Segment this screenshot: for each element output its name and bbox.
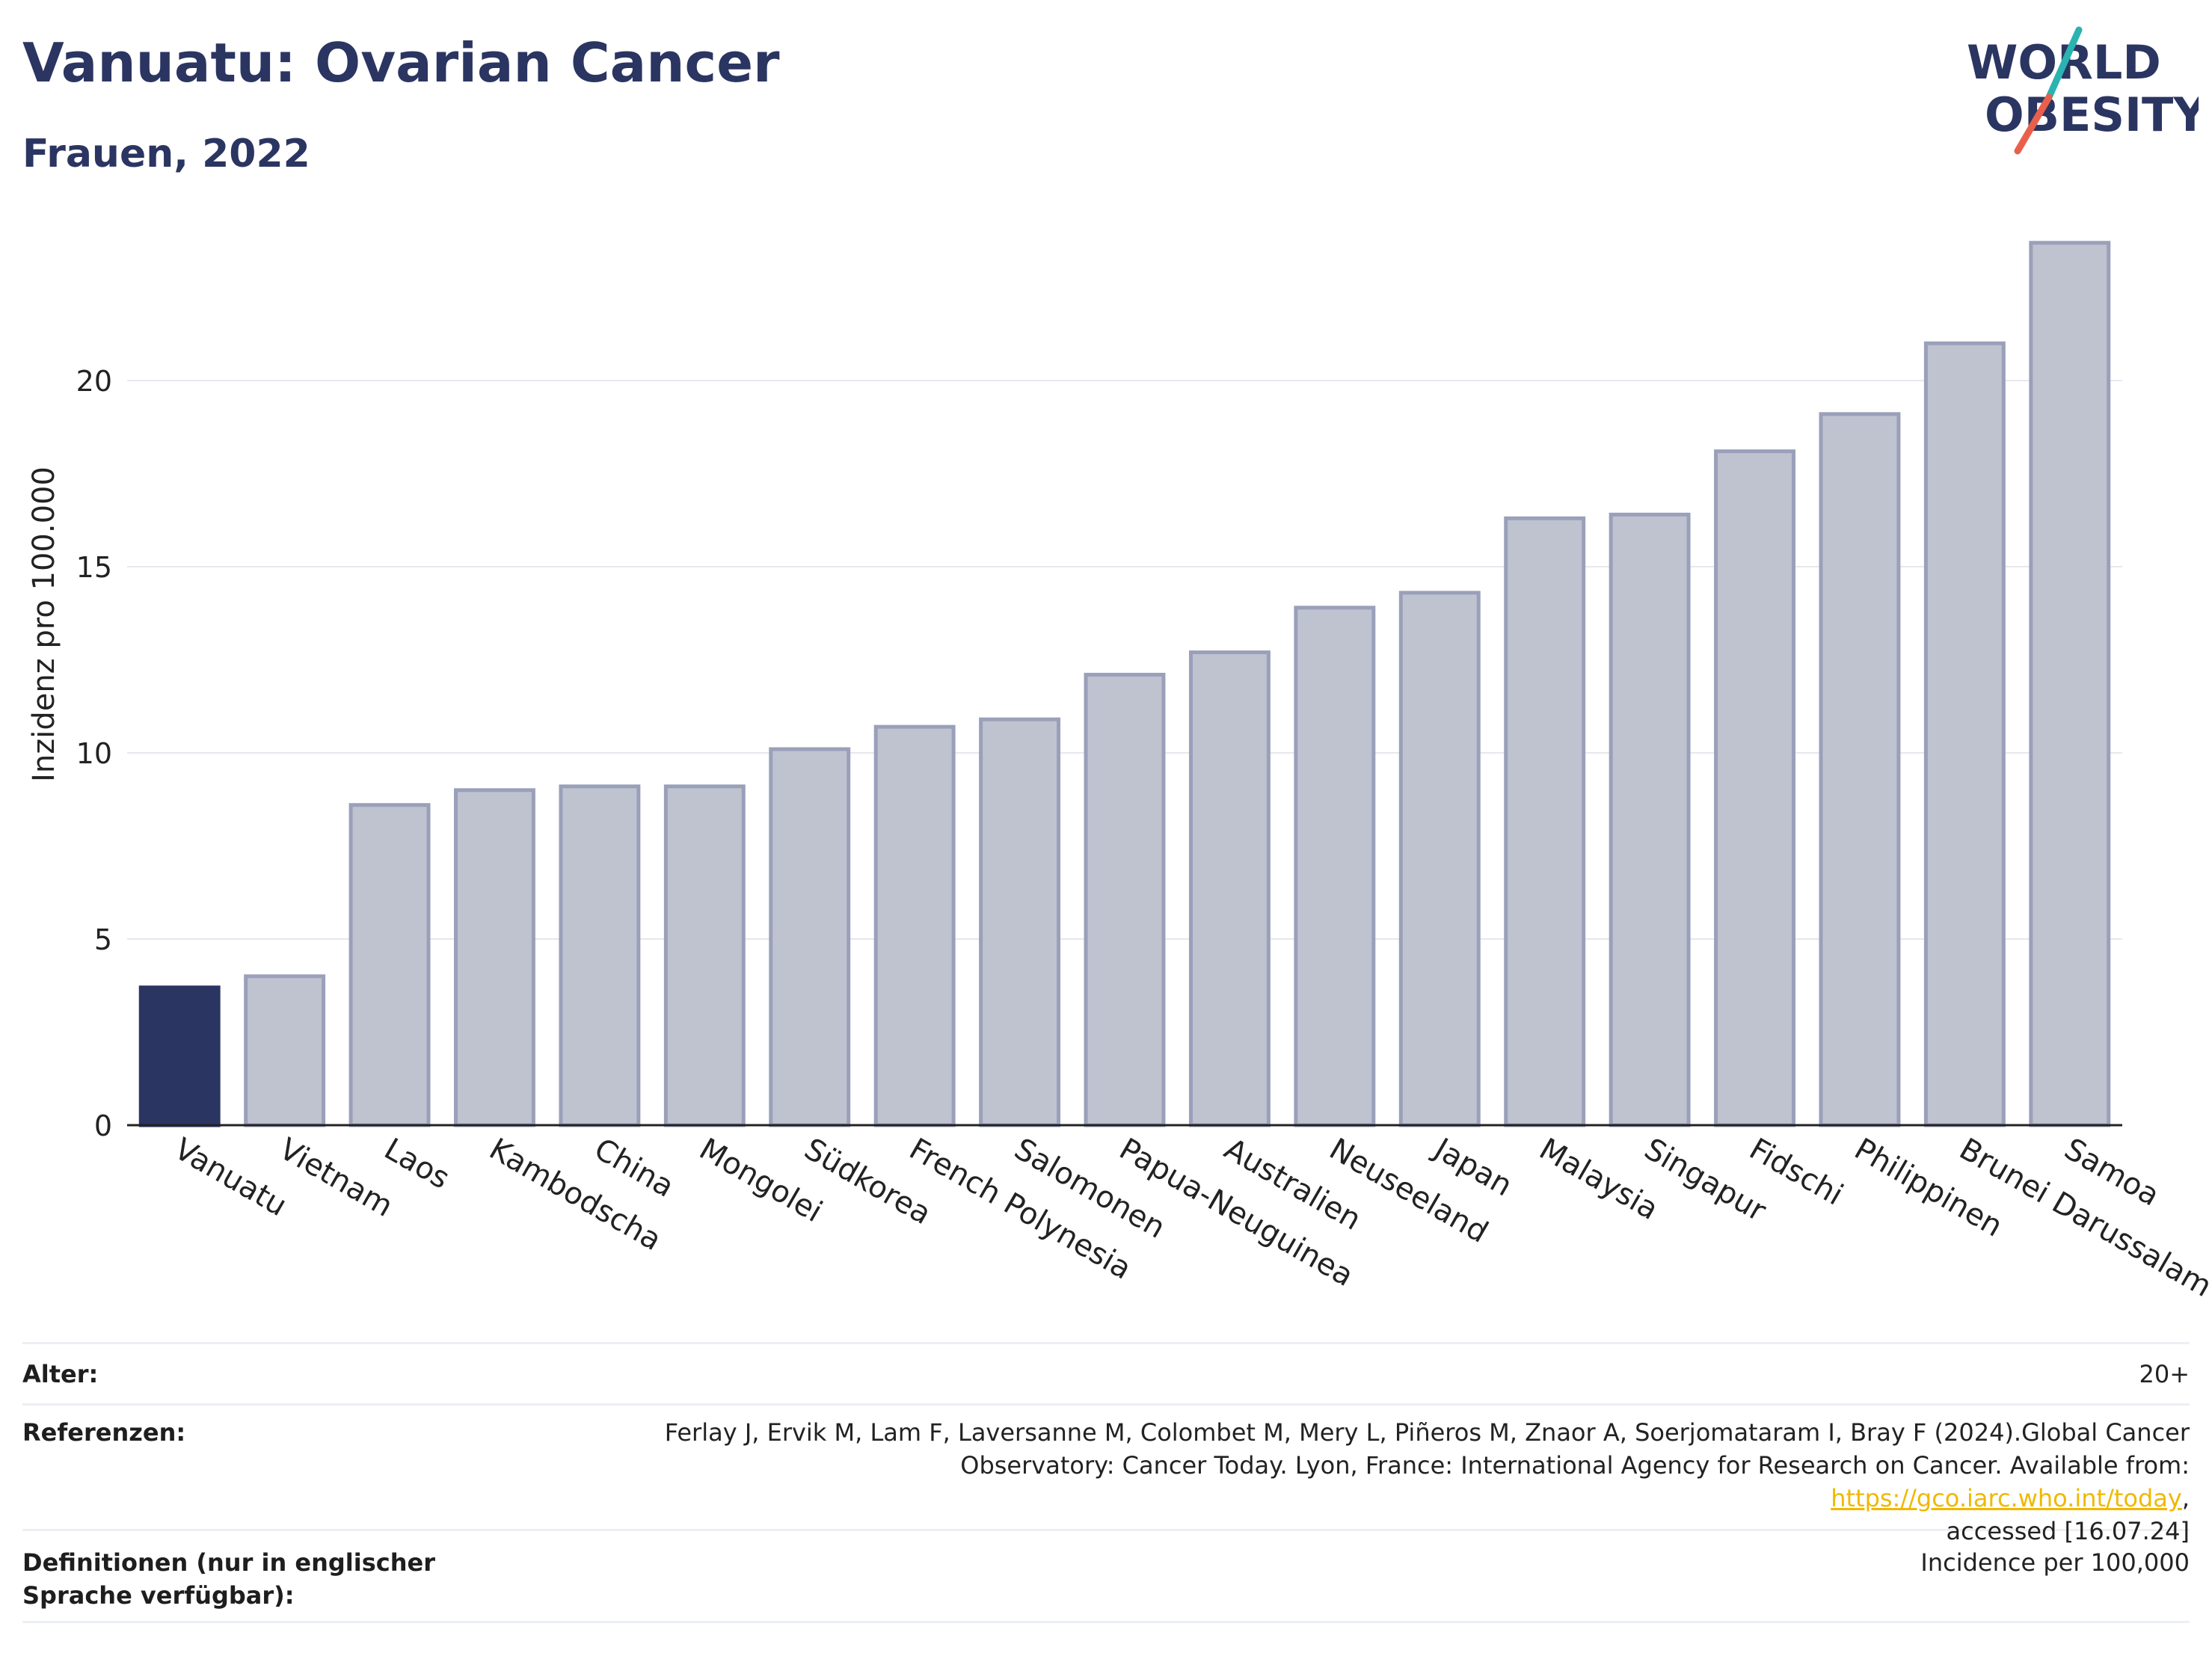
bar-mongolei <box>663 784 746 1127</box>
x-tick-label: Vietnam <box>274 1132 399 1224</box>
bar-japan <box>1398 591 1481 1127</box>
references-label: Referenzen: <box>22 1418 186 1447</box>
bars <box>138 241 2111 1127</box>
bar-papua-neuguinea <box>1084 672 1166 1127</box>
bar-china <box>559 784 641 1127</box>
y-tick-label: 10 <box>76 737 112 770</box>
bar-kambodscha <box>454 788 535 1127</box>
y-tick-label: 5 <box>94 923 112 956</box>
bar-philippinen <box>1819 412 1901 1127</box>
y-tick-label: 20 <box>76 365 112 398</box>
reference-line-2-text: Observatory: Cancer Today. Lyon, France:… <box>960 1451 2190 1480</box>
y-tick-label: 15 <box>76 551 112 584</box>
bar-südkorea <box>769 747 851 1127</box>
logo-word-obesity: OBESITY <box>1985 87 2199 142</box>
metadata-table: Alter: 20+ Referenzen: Ferlay J, Ervik M… <box>22 1342 2190 1623</box>
chart-title: Vanuatu: Ovarian Cancer <box>22 31 780 94</box>
bar-french-polynesia <box>873 724 956 1127</box>
references-value: Ferlay J, Ervik M, Lam F, Laversanne M, … <box>619 1416 2190 1545</box>
definitions-value: Incidence per 100,000 <box>1920 1548 2190 1577</box>
meta-row-age: Alter: 20+ <box>22 1342 2190 1403</box>
bar-singapur <box>1609 512 1691 1127</box>
bar-salomonen <box>979 717 1061 1127</box>
age-value: 20+ <box>2139 1360 2190 1388</box>
y-axis-label: Inzidenz pro 100.000 <box>27 467 61 782</box>
bar-australien <box>1188 650 1271 1127</box>
reference-line-2: Observatory: Cancer Today. Lyon, France:… <box>619 1449 2190 1515</box>
bar-laos <box>348 803 431 1127</box>
bar-vietnam <box>244 974 326 1127</box>
y-tick-labels: 0 5 10 15 20 <box>76 365 112 1142</box>
bar-brunei-darussalam <box>1923 341 2006 1127</box>
y-tick-label: 0 <box>94 1109 112 1142</box>
chart-subtitle: Frauen, 2022 <box>22 132 310 176</box>
bar-fidschi <box>1714 449 1795 1127</box>
age-label: Alter: <box>22 1360 99 1388</box>
reference-link[interactable]: https://gco.iarc.who.int/today <box>1831 1484 2182 1512</box>
logo-slash-teal <box>2045 26 2083 101</box>
meta-row-references: Referenzen: Ferlay J, Ervik M, Lam F, La… <box>22 1403 2190 1545</box>
bar-samoa <box>2029 241 2111 1127</box>
logo-slash-coral <box>2014 93 2053 155</box>
definitions-label: Definitionen (nur in englischer Sprache … <box>22 1548 435 1610</box>
bar-neuseeland <box>1294 606 1376 1127</box>
reference-line-3: accessed [16.07.24] <box>1946 1517 2190 1545</box>
x-tick-label: Laos <box>378 1132 455 1196</box>
world-obesity-logo: WORLD OBESITY <box>1967 26 2199 155</box>
reference-comma: , <box>2181 1484 2190 1512</box>
meta-row-definitions: Definitionen (nur in englischer Sprache … <box>22 1529 2190 1623</box>
bar-malaysia <box>1504 516 1586 1127</box>
x-tick-label: Malaysia <box>1534 1132 1664 1227</box>
bar-vanuatu <box>138 985 221 1127</box>
x-tick-label: Vanuatu <box>168 1132 292 1223</box>
reference-line-1: Ferlay J, Ervik M, Lam F, Laversanne M, … <box>664 1418 2190 1447</box>
